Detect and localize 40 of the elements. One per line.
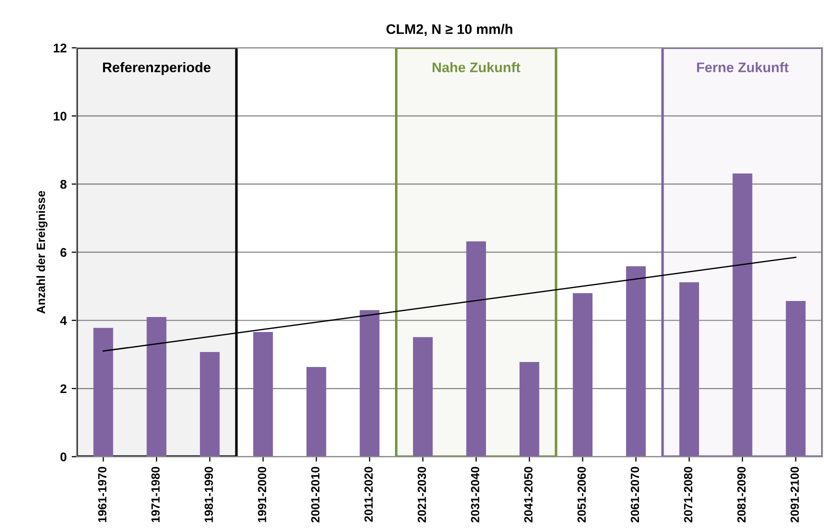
band-label: Referenzperiode [103,62,210,76]
y-tick-label: 12 [54,44,66,52]
x-tick-label: 2051-2060 [577,466,586,522]
bar [732,174,752,457]
x-tick-label: 2031-2040 [470,466,480,522]
band-label: Nahe Zukunft [432,62,520,72]
x-tick-label: 2061-2070 [630,466,640,522]
x-tick-label: 1971-1980 [151,466,160,522]
x-tick-label: 2091-2100 [790,466,799,522]
x-tick-label: 1991-2000 [258,466,266,522]
x-tick-label: 1961-1970 [98,466,106,522]
bar [253,332,273,457]
x-tick-label: 2071-2080 [684,466,692,522]
bar [200,352,220,457]
bar [306,367,326,457]
y-tick-label: 10 [54,112,66,121]
x-tick-label: 2011-2020 [364,466,373,522]
bar [360,310,380,457]
x-tick-label: 2001-2010 [311,466,320,522]
chart-title: CLM2, N ≥ 10 mm/h [386,24,512,36]
y-tick-label: 6 [60,248,66,257]
bar [786,300,806,457]
y-tick-label: 0 [60,452,66,462]
bar [679,282,700,457]
y-tick-label: 4 [60,316,67,325]
y-tick-label: 8 [60,180,67,189]
y-tick-label: 2 [60,384,66,394]
x-tick-label: 2041-2050 [524,466,533,522]
bar [572,293,593,457]
bar [466,241,486,457]
bar [626,266,646,457]
band-label: Ferne Zukunft [697,62,789,72]
y-axis-title: Anzahl der Ereignisse [36,190,48,314]
bar [146,316,166,457]
bar [520,362,540,457]
x-tick-label: 1981-1990 [204,466,213,522]
x-tick-label: 2021-2030 [418,466,426,522]
bar [93,328,114,457]
x-tick-label: 2081-2090 [737,466,746,522]
bar [413,337,433,457]
